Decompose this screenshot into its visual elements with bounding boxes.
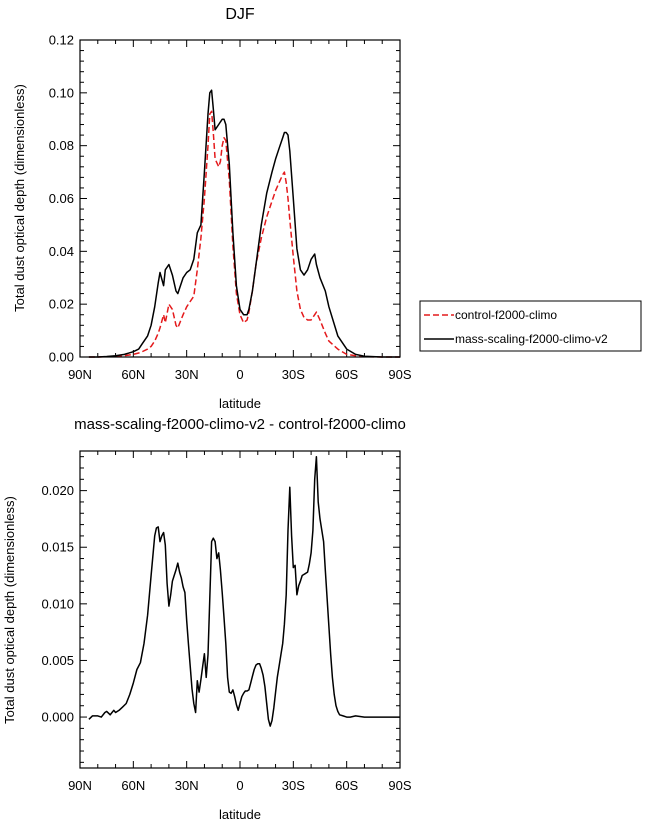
x-tick-label: 30N	[175, 778, 199, 793]
chart-2-plot-frame	[79, 450, 401, 769]
y-tick-label: 0.010	[41, 596, 74, 611]
y-tick-label: 0.015	[41, 540, 74, 555]
chart-2-title: mass-scaling-f2000-climo-v2 - control-f2…	[74, 416, 406, 433]
chart-2-x-tick-labels: 90N 60N 30N 0 30S 60S 90S	[68, 778, 412, 793]
x-tick-label: 30S	[282, 367, 305, 382]
x-tick-label: 30S	[282, 778, 305, 793]
y-tick-label: 0.02	[49, 297, 74, 312]
chart-2-ticks	[79, 451, 401, 768]
x-tick-label: 0	[236, 778, 243, 793]
x-tick-label: 90N	[68, 367, 92, 382]
chart-2-y-tick-labels: 0.000 0.005 0.010 0.015 0.020	[41, 483, 74, 724]
x-tick-label: 60S	[335, 778, 358, 793]
y-tick-label: 0.000	[41, 710, 74, 725]
x-tick-label: 60S	[335, 367, 358, 382]
chart-1-series	[88, 89, 400, 358]
chart-2-series	[88, 455, 400, 727]
y-tick-label: 0.10	[49, 85, 74, 100]
x-tick-label: 0	[236, 367, 243, 382]
chart-2-y-axis-label: Total dust optical depth (dimensionless)	[2, 496, 17, 724]
y-tick-label: 0.00	[49, 350, 74, 365]
chart-1-x-axis-label: latitude	[219, 396, 261, 411]
x-tick-label: 90N	[68, 778, 92, 793]
y-tick-label: 0.06	[49, 191, 74, 206]
x-tick-label: 90S	[388, 367, 411, 382]
chart-2: mass-scaling-f2000-climo-v2 - control-f2…	[2, 416, 412, 822]
series-line-control-f2000-climo	[88, 110, 400, 358]
y-tick-label: 0.005	[41, 653, 74, 668]
chart-1-y-axis-label: Total dust optical depth (dimensionless)	[12, 84, 27, 312]
y-tick-label: 0.12	[49, 33, 74, 48]
chart-1-y-tick-labels: 0.00 0.02 0.04 0.06 0.08 0.10 0.12	[49, 33, 74, 365]
chart-1-plot-frame	[79, 39, 401, 358]
legend-frame	[419, 300, 642, 352]
x-tick-label: 30N	[175, 367, 199, 382]
chart-1-legend: control-f2000-climo mass-scaling-f2000-c…	[419, 300, 642, 352]
legend-label-control: control-f2000-climo	[455, 308, 557, 322]
y-tick-label: 0.04	[49, 244, 74, 259]
x-tick-label: 60N	[121, 778, 145, 793]
x-tick-label: 90S	[388, 778, 411, 793]
series-line-mass-scaling-f2000-climo-v2	[88, 89, 400, 358]
chart-2-x-axis-label: latitude	[219, 807, 261, 822]
chart-1-title: DJF	[225, 6, 255, 23]
y-tick-label: 0.020	[41, 483, 74, 498]
chart-1: DJF 90N 60N 30N 0 30S 60S 90S 0.00 0.02 0.04 0.06…	[12, 6, 642, 411]
chart-1-x-tick-labels: 90N 60N 30N 0 30S 60S 90S	[68, 367, 412, 382]
x-tick-label: 60N	[121, 367, 145, 382]
legend-label-mass-scaling: mass-scaling-f2000-climo-v2	[455, 332, 608, 346]
y-tick-label: 0.08	[49, 138, 74, 153]
series-line-difference	[88, 455, 400, 727]
